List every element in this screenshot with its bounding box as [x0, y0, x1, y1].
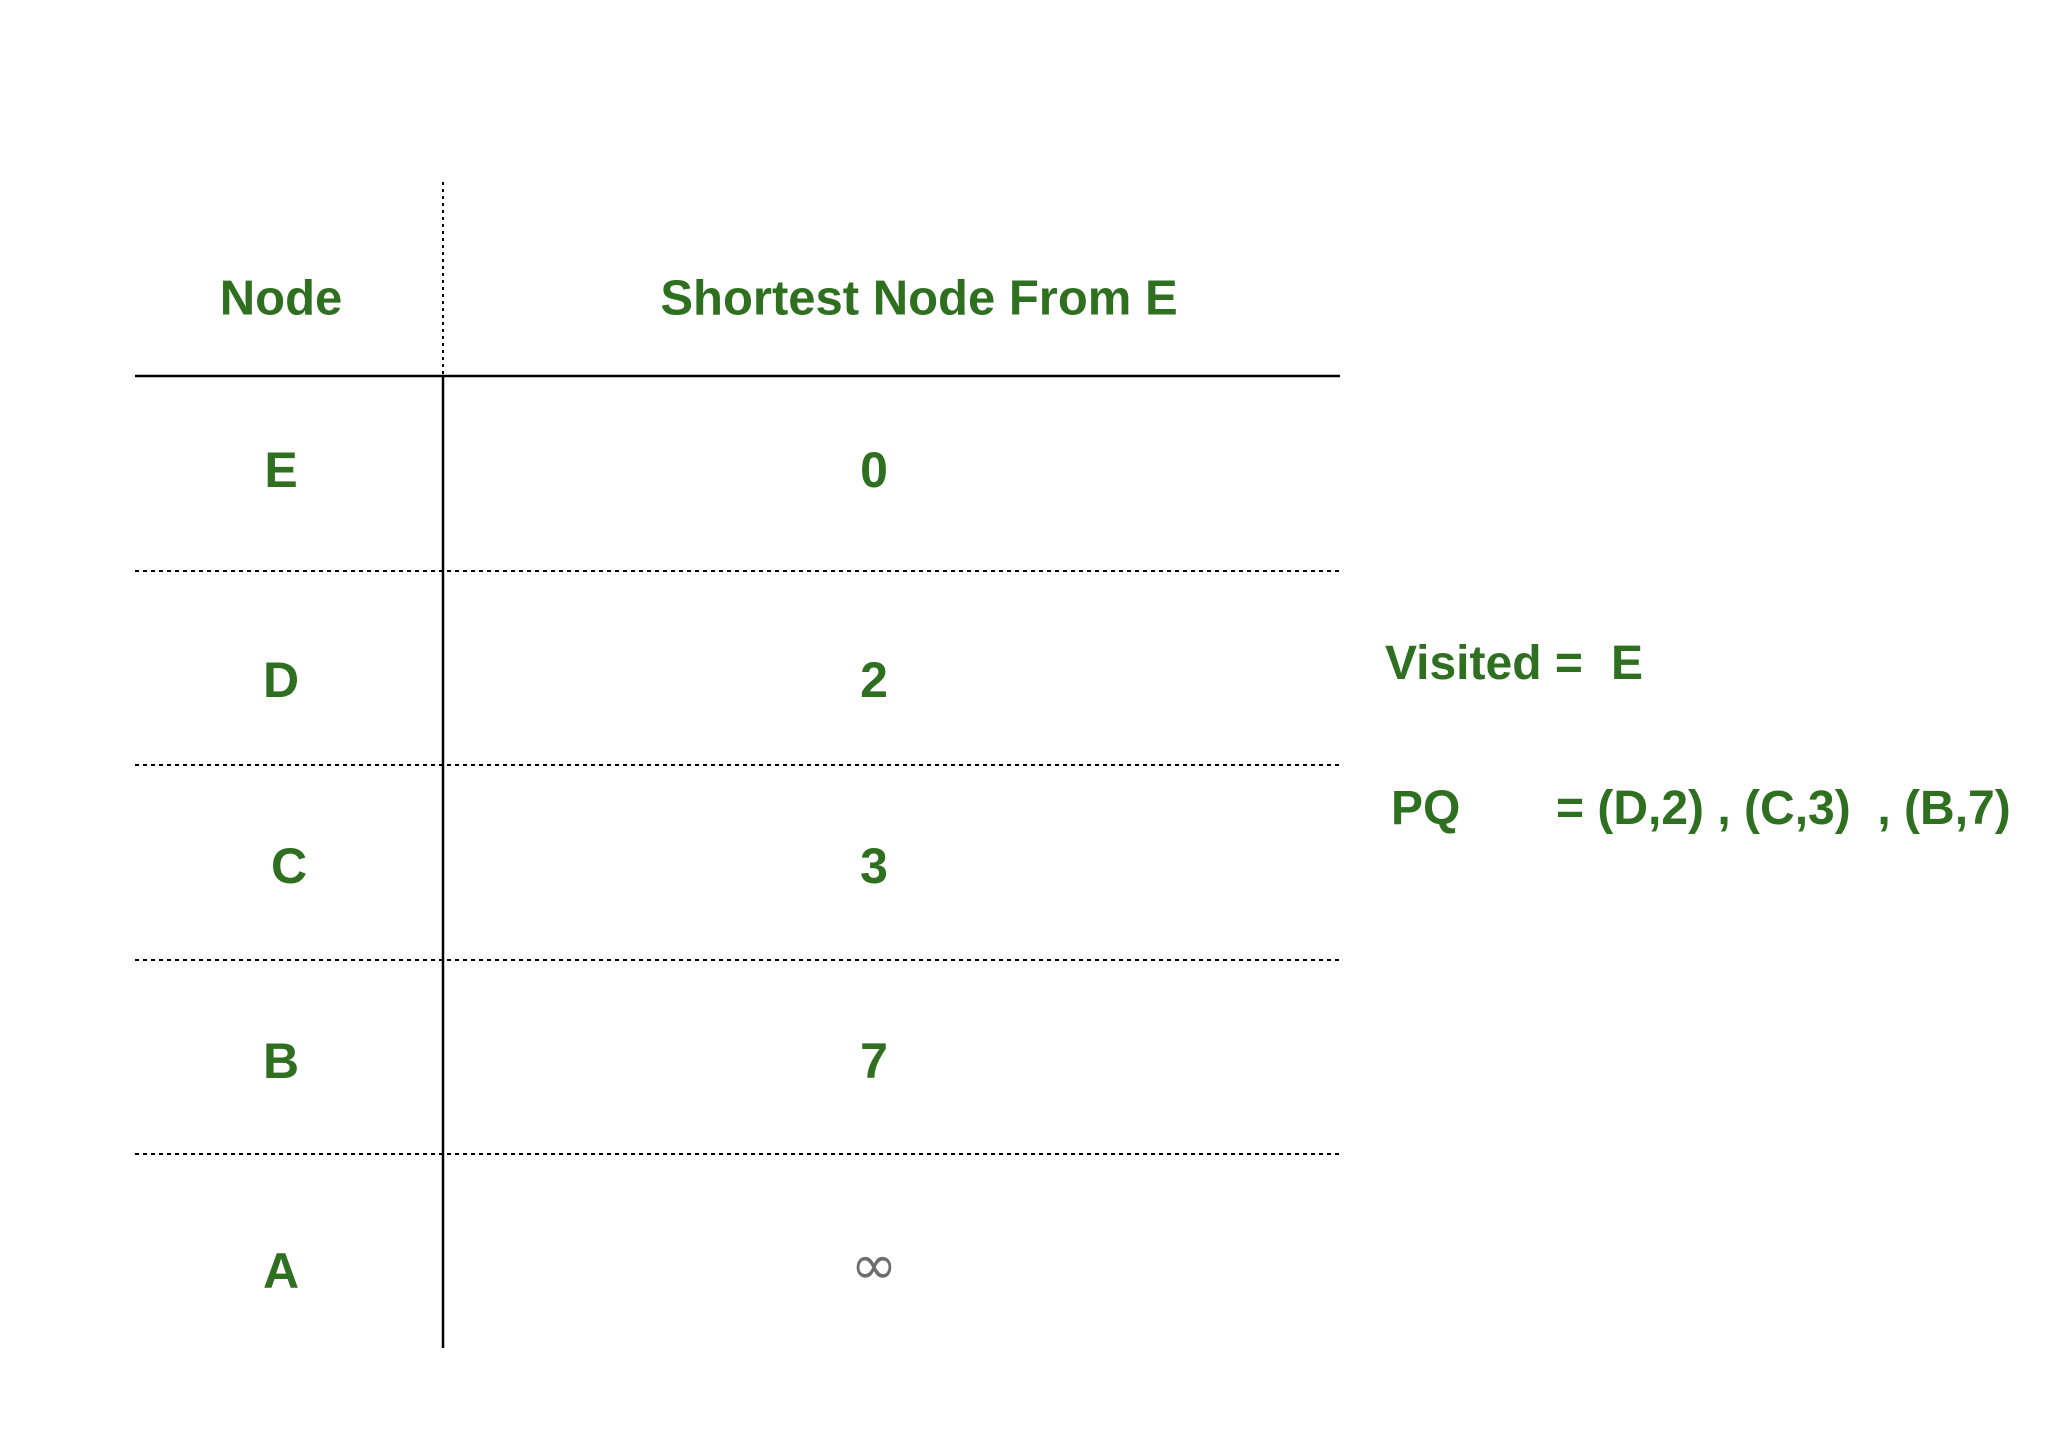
- row-node-label: E: [264, 442, 298, 498]
- visited-value: E: [1611, 637, 1644, 690]
- visited-label: Visited =: [1385, 637, 1583, 690]
- row-node-label: D: [262, 652, 300, 708]
- row-node-label: B: [262, 1033, 300, 1089]
- header-node: Node: [219, 271, 343, 326]
- pq-label: PQ: [1391, 782, 1461, 835]
- row-distance-value: 3: [860, 838, 888, 894]
- row-distance-value: 7: [860, 1033, 888, 1089]
- infinity-symbol: ∞: [850, 1233, 898, 1298]
- row-node-label: C: [270, 838, 308, 894]
- pq-value: = (D,2) , (C,3) , (B,7): [1556, 782, 2011, 835]
- row-node-label: A: [262, 1243, 300, 1299]
- header-shortest-distance: Shortest Node From E: [660, 271, 1178, 326]
- row-distance-value: 2: [860, 652, 888, 708]
- row-distance-value: 0: [860, 442, 888, 498]
